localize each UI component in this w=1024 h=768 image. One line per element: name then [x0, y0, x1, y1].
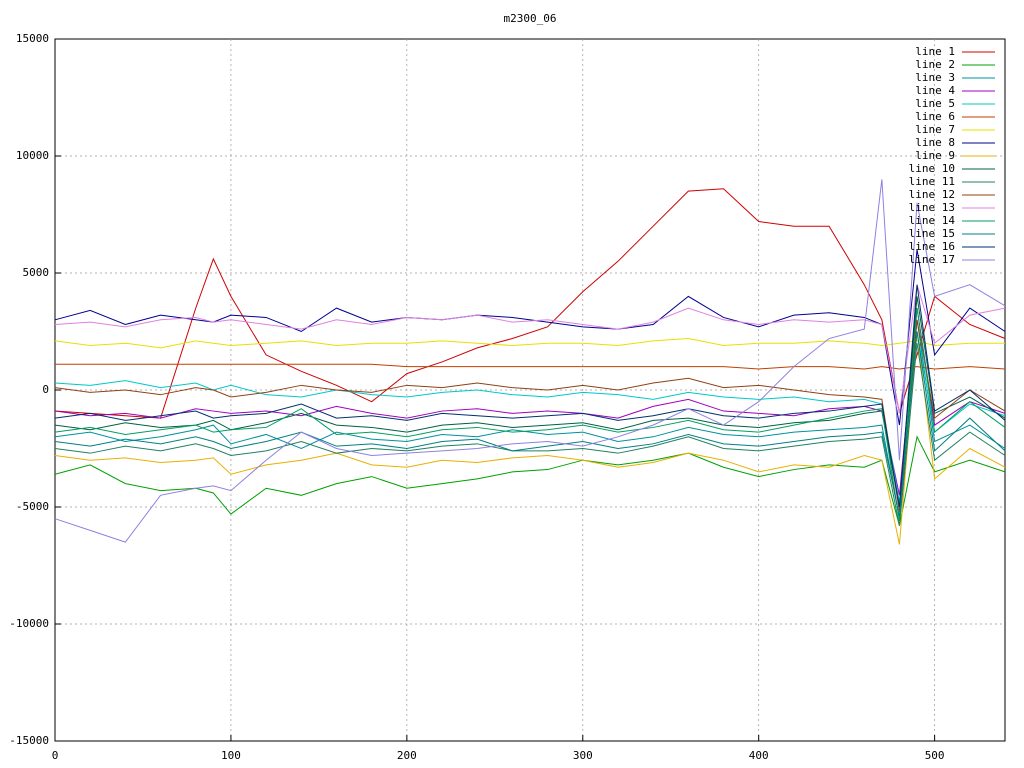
chart-title: m2300_06: [504, 12, 557, 25]
x-tick-label: 300: [573, 749, 593, 762]
x-tick-label: 200: [397, 749, 417, 762]
legend-label: line 7: [915, 123, 955, 136]
y-tick-label: 15000: [16, 32, 49, 45]
data-line: [55, 363, 1006, 370]
y-tick-label: -5000: [16, 500, 49, 513]
legend-label: line 17: [909, 253, 955, 266]
data-line: [54, 188, 1006, 419]
data-line: [54, 249, 1006, 426]
y-tick-label: 10000: [16, 149, 49, 162]
y-tick-label: -15000: [9, 734, 49, 747]
x-tick-label: 500: [925, 749, 945, 762]
legend-label: line 14: [909, 214, 956, 227]
x-tick-label: 100: [221, 749, 241, 762]
data-line: [54, 331, 1006, 517]
legend-label: line 11: [909, 175, 955, 188]
y-tick-label: 0: [42, 383, 49, 396]
y-tick-label: -10000: [9, 617, 49, 630]
legend-label: line 8: [915, 136, 955, 149]
data-line: [54, 308, 1006, 522]
legend-label: line 10: [909, 162, 955, 175]
y-tick-label: 5000: [23, 266, 50, 279]
legend-label: line 2: [915, 58, 955, 71]
data-line: [54, 179, 1006, 543]
data-line: [54, 296, 1006, 508]
data-line: [54, 319, 1006, 512]
x-tick-label: 400: [749, 749, 769, 762]
legend-label: line 4: [915, 84, 955, 97]
data-line: [54, 435, 1006, 526]
data-line: [54, 331, 1006, 545]
data-line: [54, 319, 1006, 519]
data-line: [54, 343, 1006, 526]
x-tick-label: 0: [52, 749, 59, 762]
legend-label: line 16: [909, 240, 955, 253]
legend-label: line 12: [909, 188, 955, 201]
legend-label: line 5: [915, 97, 955, 110]
legend-label: line 13: [909, 201, 955, 214]
legend-label: line 6: [915, 110, 955, 123]
data-line: [54, 284, 1006, 414]
data-line: [54, 338, 1005, 349]
legend-label: line 3: [915, 71, 955, 84]
data-line: [54, 284, 1006, 508]
legend-label: line 9: [915, 149, 955, 162]
legend-label: line 15: [909, 227, 955, 240]
legend-label: line 1: [915, 45, 955, 58]
